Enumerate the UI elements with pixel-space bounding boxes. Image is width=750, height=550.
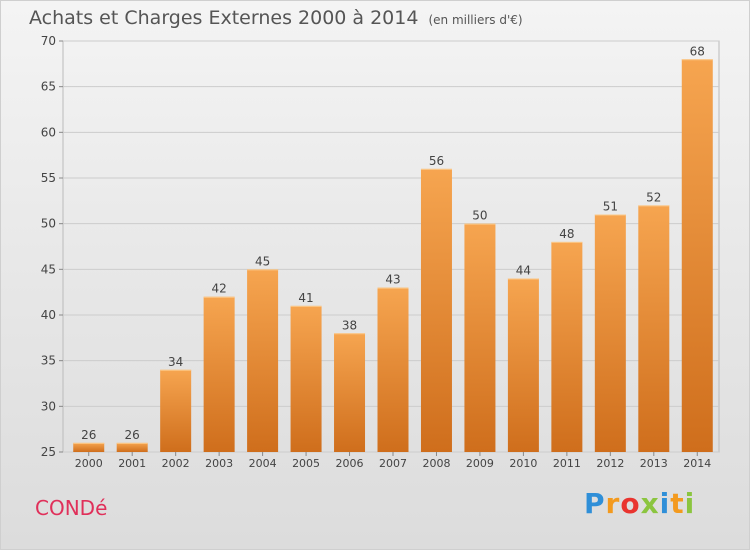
y-axis-ticks: 25 30 35 40 45 50 55 60 65 70 xyxy=(41,34,63,459)
x-tick-label: 2002 xyxy=(162,457,190,470)
data-label: 26 xyxy=(81,428,96,442)
y-tick-label: 40 xyxy=(41,308,56,322)
y-tick-label: 60 xyxy=(41,125,56,139)
bar-2000 xyxy=(73,442,105,452)
bar-2014 xyxy=(681,59,713,453)
bar-2013 xyxy=(638,205,670,452)
bar-2010 xyxy=(507,278,539,452)
y-tick-label: 70 xyxy=(41,34,56,48)
x-tick-label: 2005 xyxy=(292,457,320,470)
bar-2001 xyxy=(116,442,148,452)
logo-letter: x xyxy=(640,487,660,520)
data-labels: 26 26 34 42 45 41 38 43 56 50 44 48 51 52 68 xyxy=(81,44,705,442)
bar-2005 xyxy=(290,305,322,452)
x-tick-label: 2000 xyxy=(75,457,103,470)
bar-2004 xyxy=(247,269,279,452)
logo-letter: P xyxy=(584,487,606,520)
logo-letter: i xyxy=(659,487,671,520)
commune-name: CONDé xyxy=(35,496,108,520)
data-label: 45 xyxy=(255,254,270,268)
x-tick-label: 2011 xyxy=(553,457,581,470)
bar-2008 xyxy=(420,168,452,452)
y-tick-label: 25 xyxy=(41,445,56,459)
data-label: 68 xyxy=(690,44,705,58)
x-tick-label: 2001 xyxy=(118,457,146,470)
chart-title-text: Achats et Charges Externes 2000 à 2014 xyxy=(29,7,419,29)
y-tick-label: 55 xyxy=(41,171,56,185)
x-tick-label: 2013 xyxy=(640,457,668,470)
y-tick-label: 65 xyxy=(41,80,56,94)
bar-2009 xyxy=(464,223,496,452)
y-tick-label: 50 xyxy=(41,217,56,231)
bar-2011 xyxy=(551,241,583,452)
data-label: 34 xyxy=(168,355,183,369)
data-label: 56 xyxy=(429,154,444,168)
x-tick-label: 2012 xyxy=(596,457,624,470)
x-tick-label: 2009 xyxy=(466,457,494,470)
data-label: 42 xyxy=(211,282,226,296)
data-label: 44 xyxy=(516,263,531,277)
chart-title: Achats et Charges Externes 2000 à 2014 (e… xyxy=(29,7,523,29)
bars xyxy=(73,59,713,453)
x-axis-ticks: 2000 2001 2002 2003 2004 2005 2006 2007 2008 2009… xyxy=(75,452,711,470)
logo-letter: i xyxy=(684,487,696,520)
data-label: 50 xyxy=(472,209,487,223)
data-label: 41 xyxy=(298,291,313,305)
proxiti-logo: Proxiti xyxy=(584,487,695,520)
x-tick-label: 2008 xyxy=(422,457,450,470)
x-tick-label: 2007 xyxy=(379,457,407,470)
x-tick-label: 2010 xyxy=(509,457,537,470)
data-label: 38 xyxy=(342,318,357,332)
y-tick-label: 35 xyxy=(41,354,56,368)
bar-2007 xyxy=(377,287,409,452)
x-tick-label: 2014 xyxy=(683,457,711,470)
bar-2012 xyxy=(594,214,626,452)
data-label: 26 xyxy=(125,428,140,442)
x-tick-label: 2004 xyxy=(249,457,277,470)
chart-unit: (en milliers d'€) xyxy=(428,13,523,27)
data-label: 52 xyxy=(646,190,661,204)
data-label: 51 xyxy=(603,200,618,214)
x-tick-label: 2003 xyxy=(205,457,233,470)
y-tick-label: 30 xyxy=(41,399,56,413)
x-tick-label: 2006 xyxy=(336,457,364,470)
logo-letter: r xyxy=(605,487,621,520)
y-tick-label: 45 xyxy=(41,262,56,276)
bar-2003 xyxy=(203,296,235,452)
data-label: 48 xyxy=(559,227,574,241)
logo-letter: t xyxy=(670,487,685,520)
logo-letter: o xyxy=(620,487,641,520)
bar-2002 xyxy=(160,369,192,452)
data-label: 43 xyxy=(385,273,400,287)
bar-2006 xyxy=(334,333,366,452)
